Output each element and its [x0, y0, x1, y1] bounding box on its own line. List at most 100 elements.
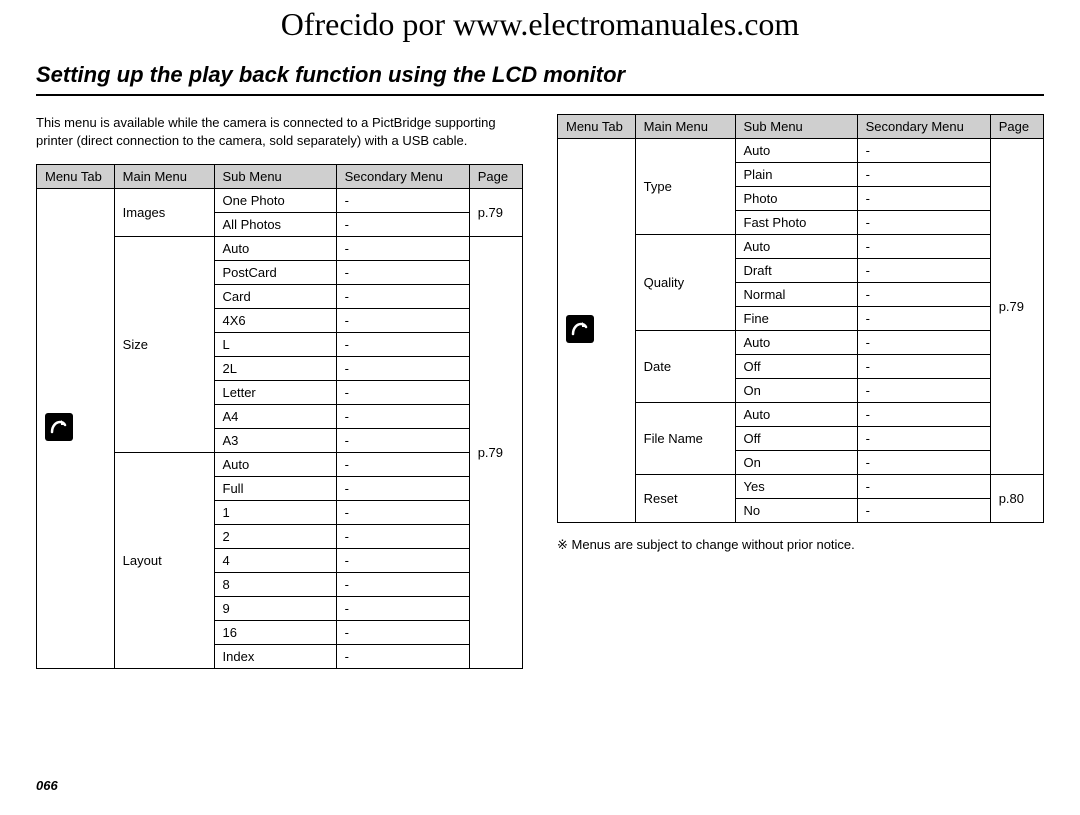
secondary-cell: - [336, 213, 469, 237]
submenu-cell: PostCard [214, 261, 336, 285]
table-header-row: Menu Tab Main Menu Sub Menu Secondary Me… [37, 165, 523, 189]
submenu-cell: Fast Photo [735, 211, 857, 235]
submenu-cell: 9 [214, 597, 336, 621]
submenu-cell: Auto [735, 331, 857, 355]
submenu-cell: Off [735, 427, 857, 451]
table-row: ImagesOne Photo-p.79 [37, 189, 523, 213]
submenu-cell: Card [214, 285, 336, 309]
col-header-page: Page [990, 115, 1043, 139]
secondary-cell: - [857, 283, 990, 307]
secondary-cell: - [336, 429, 469, 453]
page-cell: p.80 [990, 475, 1043, 523]
submenu-cell: Normal [735, 283, 857, 307]
submenu-cell: Yes [735, 475, 857, 499]
menu-table-left: Menu Tab Main Menu Sub Menu Secondary Me… [36, 164, 523, 669]
secondary-cell: - [857, 427, 990, 451]
secondary-cell: - [336, 285, 469, 309]
secondary-cell: - [857, 451, 990, 475]
secondary-cell: - [857, 139, 990, 163]
secondary-cell: - [336, 381, 469, 405]
left-column: This menu is available while the camera … [36, 114, 523, 669]
mainmenu-cell: Images [114, 189, 214, 237]
menu-table-right: Menu Tab Main Menu Sub Menu Secondary Me… [557, 114, 1044, 523]
secondary-cell: - [857, 163, 990, 187]
secondary-cell: - [336, 357, 469, 381]
col-header-secondary: Secondary Menu [857, 115, 990, 139]
col-header-submenu: Sub Menu [735, 115, 857, 139]
submenu-cell: Plain [735, 163, 857, 187]
pictbridge-icon [45, 413, 73, 441]
page-cell: p.79 [990, 139, 1043, 475]
submenu-cell: 1 [214, 501, 336, 525]
secondary-cell: - [336, 501, 469, 525]
submenu-cell: Full [214, 477, 336, 501]
secondary-cell: - [336, 453, 469, 477]
two-column-layout: This menu is available while the camera … [36, 114, 1044, 669]
secondary-cell: - [336, 309, 469, 333]
secondary-cell: - [857, 307, 990, 331]
secondary-cell: - [336, 525, 469, 549]
table-row: TypeAuto-p.79 [558, 139, 1044, 163]
secondary-cell: - [857, 379, 990, 403]
secondary-cell: - [336, 405, 469, 429]
secondary-cell: - [336, 477, 469, 501]
footnote-text: ※ Menus are subject to change without pr… [557, 537, 1044, 553]
secondary-cell: - [857, 355, 990, 379]
page-title: Setting up the play back function using … [36, 62, 1044, 96]
submenu-cell: All Photos [214, 213, 336, 237]
pictbridge-icon [566, 315, 594, 343]
menutab-cell [37, 189, 115, 669]
submenu-cell: Letter [214, 381, 336, 405]
submenu-cell: Draft [735, 259, 857, 283]
secondary-cell: - [336, 549, 469, 573]
mainmenu-cell: Quality [635, 235, 735, 331]
right-column: Menu Tab Main Menu Sub Menu Secondary Me… [557, 114, 1044, 669]
submenu-cell: A3 [214, 429, 336, 453]
secondary-cell: - [857, 403, 990, 427]
submenu-cell: A4 [214, 405, 336, 429]
table-header-row: Menu Tab Main Menu Sub Menu Secondary Me… [558, 115, 1044, 139]
submenu-cell: No [735, 499, 857, 523]
col-header-menutab: Menu Tab [558, 115, 636, 139]
submenu-cell: Auto [735, 235, 857, 259]
mainmenu-cell: File Name [635, 403, 735, 475]
secondary-cell: - [857, 475, 990, 499]
submenu-cell: Auto [214, 237, 336, 261]
page-number: 066 [36, 778, 58, 793]
submenu-cell: 2L [214, 357, 336, 381]
page-content: Setting up the play back function using … [0, 0, 1080, 689]
col-header-page: Page [469, 165, 522, 189]
col-header-submenu: Sub Menu [214, 165, 336, 189]
page-cell: p.79 [469, 237, 522, 669]
secondary-cell: - [857, 259, 990, 283]
col-header-mainmenu: Main Menu [114, 165, 214, 189]
submenu-cell: One Photo [214, 189, 336, 213]
mainmenu-cell: Layout [114, 453, 214, 669]
submenu-cell: Auto [735, 403, 857, 427]
secondary-cell: - [336, 189, 469, 213]
menutab-cell [558, 139, 636, 523]
secondary-cell: - [857, 499, 990, 523]
mainmenu-cell: Size [114, 237, 214, 453]
submenu-cell: 4 [214, 549, 336, 573]
page-cell: p.79 [469, 189, 522, 237]
submenu-cell: L [214, 333, 336, 357]
intro-text: This menu is available while the camera … [36, 114, 523, 150]
submenu-cell: Auto [214, 453, 336, 477]
secondary-cell: - [857, 187, 990, 211]
secondary-cell: - [336, 237, 469, 261]
submenu-cell: Photo [735, 187, 857, 211]
col-header-mainmenu: Main Menu [635, 115, 735, 139]
submenu-cell: 2 [214, 525, 336, 549]
secondary-cell: - [336, 573, 469, 597]
secondary-cell: - [336, 597, 469, 621]
mainmenu-cell: Reset [635, 475, 735, 523]
secondary-cell: - [336, 261, 469, 285]
secondary-cell: - [336, 333, 469, 357]
secondary-cell: - [857, 235, 990, 259]
secondary-cell: - [336, 645, 469, 669]
mainmenu-cell: Type [635, 139, 735, 235]
col-header-menutab: Menu Tab [37, 165, 115, 189]
secondary-cell: - [857, 331, 990, 355]
submenu-cell: On [735, 451, 857, 475]
